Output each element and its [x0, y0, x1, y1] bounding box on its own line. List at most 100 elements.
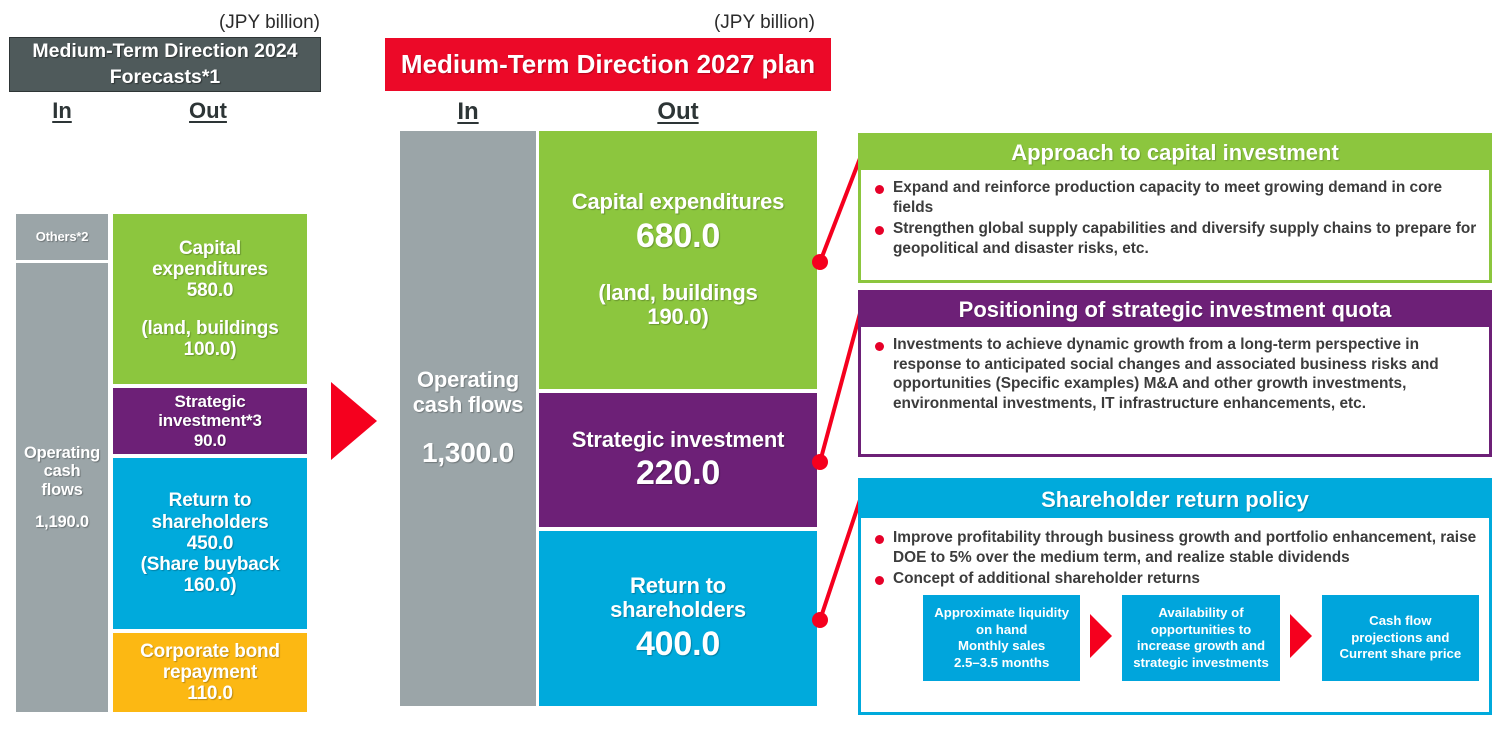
right-chart-col-out-label: Out	[657, 98, 699, 125]
flow-1-line3: Monthly sales	[958, 638, 1046, 654]
left-chart-header: Medium-Term Direction 2024 Forecasts*1	[9, 37, 321, 92]
panel-2-title-bar: Positioning of strategic investment quot…	[861, 293, 1489, 327]
left-in-others-block: Others*2	[15, 213, 109, 261]
left-out-strategic-investment-block: Strategic investment*3 90.0	[112, 387, 308, 455]
right-out-return-to-shareholders-block: Return to shareholders 400.0	[538, 530, 818, 707]
panel-2-bullet-1-text: Investments to achieve dynamic growth fr…	[893, 336, 1439, 413]
right-out-rts-line1: Return to	[630, 572, 726, 598]
bullet-dot-icon	[875, 226, 884, 236]
left-in-ocf-value: 1,190.0	[35, 512, 89, 531]
left-in-others-label: Others*2	[35, 228, 89, 244]
shareholder-return-flow-row: Approximate liquidity on hand Monthly sa…	[923, 595, 1479, 682]
panel-3-bullet-2-text: Concept of additional shareholder return…	[893, 570, 1200, 588]
left-out-capex-line2: expenditures	[152, 259, 268, 281]
panel-shareholder-return-policy: Shareholder return policy Improve profit…	[858, 478, 1492, 715]
left-out-return-to-shareholders-block: Return to shareholders 450.0 (Share buyb…	[112, 457, 308, 630]
panel-3-bullet-1-text: Improve profitability through business g…	[893, 529, 1477, 566]
flow-box-opportunities: Availability of opportunities to increas…	[1122, 595, 1280, 682]
panel-3-body: Improve profitability through business g…	[861, 518, 1489, 688]
right-out-capex-sub-line2: 190.0)	[647, 304, 709, 330]
left-out-capex-value: 580.0	[186, 280, 234, 302]
left-out-rts-sub-line2: 160.0)	[183, 575, 237, 597]
right-triangle-arrow-small-icon	[1090, 613, 1113, 663]
right-out-capex-block: Capital expenditures 680.0 (land, buildi…	[538, 130, 818, 390]
left-chart-header-line1: Medium-Term Direction 2024	[32, 39, 298, 62]
panel-3-bullet-2: Concept of additional shareholder return…	[873, 569, 1479, 589]
left-chart-header-line2: Forecasts*1	[109, 65, 221, 88]
panel-3-title: Shareholder return policy	[1041, 486, 1309, 512]
panel-1-bullet-2-text: Strengthen global supply capabilities an…	[893, 220, 1477, 258]
right-out-si-value: 220.0	[635, 454, 721, 493]
left-in-operating-cash-flows-block: Operating cash flows 1,190.0	[15, 262, 109, 713]
flow-3-line3: Current share price	[1339, 646, 1462, 662]
left-out-corporate-bond-repayment-block: Corporate bond repayment 110.0	[112, 632, 308, 713]
left-out-cbr-line1: Corporate bond	[140, 640, 280, 662]
flow-2-line4: strategic investments	[1133, 654, 1269, 670]
panel-2-body: Investments to achieve dynamic growth fr…	[861, 327, 1489, 422]
right-in-operating-cash-flows-block: Operating cash flows 1,300.0	[399, 130, 537, 707]
left-in-ocf-line2: cash	[43, 462, 81, 481]
flow-box-cash-flow-projections: Cash flow projections and Current share …	[1321, 595, 1479, 682]
left-out-si-line2: investment*3	[158, 411, 262, 431]
flow-box-liquidity: Approximate liquidity on hand Monthly sa…	[923, 595, 1081, 682]
right-out-rts-line2: shareholders	[610, 597, 746, 623]
flow-arrow-svg-2	[1289, 613, 1312, 658]
flow-2-line1: Availability of	[1158, 604, 1244, 620]
panel-positioning-of-strategic-investment-quota: Positioning of strategic investment quot…	[858, 290, 1492, 457]
panel-1-title: Approach to capital investment	[1011, 140, 1339, 165]
panel-2-title: Positioning of strategic investment quot…	[958, 297, 1392, 322]
panel-1-bullet-1-text: Expand and reinforce production capacity…	[893, 179, 1443, 216]
right-in-ocf-value: 1,300.0	[421, 437, 515, 469]
right-triangle-arrow-small-icon	[1289, 613, 1312, 663]
left-chart-unit-caption: (JPY billion)	[218, 12, 320, 33]
panel-approach-to-capital-investment: Approach to capital investment Expand an…	[858, 133, 1492, 283]
left-in-ocf-line1: Operating	[23, 443, 101, 462]
right-out-capex-value: 680.0	[635, 216, 721, 255]
left-out-cbr-value: 110.0	[187, 683, 233, 705]
right-out-strategic-investment-block: Strategic investment 220.0	[538, 392, 818, 528]
right-chart-header-title: Medium-Term Direction 2027 plan	[400, 49, 816, 79]
panel-3-title-bar: Shareholder return policy	[861, 481, 1489, 518]
left-out-si-line1: Strategic	[174, 392, 246, 412]
flow-1-line2: on hand	[976, 621, 1028, 637]
left-in-ocf-line3: flows	[41, 480, 83, 499]
flow-3-line1: Cash flow	[1369, 613, 1432, 629]
flow-2-line2: opportunities to	[1150, 621, 1252, 637]
bullet-dot-icon	[875, 576, 884, 586]
flow-1-line4: 2.5–3.5 months	[954, 654, 1050, 670]
bullet-dot-icon	[875, 185, 884, 194]
left-out-rts-value: 450.0	[186, 532, 234, 554]
right-out-rts-value: 400.0	[635, 625, 721, 664]
right-chart-unit-caption: (JPY billion)	[713, 12, 815, 33]
right-in-ocf-line2: cash flows	[412, 391, 524, 417]
left-out-capex-sub-line2: 100.0)	[183, 338, 237, 360]
right-out-capex-sub-line1: (land, buildings	[598, 279, 758, 305]
right-triangle-arrow-icon	[331, 382, 377, 460]
panel-2-bullet-1: Investments to achieve dynamic growth fr…	[873, 335, 1479, 414]
left-out-capex-line1: Capital	[179, 237, 241, 259]
left-out-capex-block: Capital expenditures 580.0 (land, buildi…	[112, 213, 308, 385]
flow-3-line2: projections and	[1351, 629, 1450, 645]
left-chart-col-in-label: In	[52, 98, 72, 123]
panel-1-bullet-2: Strengthen global supply capabilities an…	[873, 219, 1479, 258]
panel-1-body: Expand and reinforce production capacity…	[861, 170, 1489, 267]
panel-3-bullet-1: Improve profitability through business g…	[873, 528, 1479, 567]
panel-1-bullet-1: Expand and reinforce production capacity…	[873, 178, 1479, 217]
right-chart-col-in-label: In	[457, 98, 479, 125]
left-out-cbr-line2: repayment	[162, 661, 258, 683]
flow-2-line3: increase growth and	[1136, 638, 1266, 654]
left-out-si-value: 90.0	[193, 430, 227, 450]
arrow-svg	[331, 382, 377, 460]
flow-arrow-svg-1	[1090, 613, 1113, 658]
right-out-capex-label: Capital expenditures	[571, 189, 785, 215]
left-out-rts-line2: shareholders	[151, 511, 269, 533]
bullet-dot-icon	[875, 342, 884, 351]
left-chart-col-out-label: Out	[189, 98, 227, 123]
panel-1-title-bar: Approach to capital investment	[861, 136, 1489, 170]
left-out-rts-line1: Return to	[168, 490, 252, 512]
right-in-ocf-line1: Operating	[416, 367, 520, 393]
left-out-capex-sub-line1: (land, buildings	[141, 317, 279, 339]
flow-1-line1: Approximate liquidity	[934, 604, 1070, 620]
bullet-dot-icon	[875, 535, 884, 544]
left-out-rts-sub-line1: (Share buyback	[140, 554, 280, 576]
